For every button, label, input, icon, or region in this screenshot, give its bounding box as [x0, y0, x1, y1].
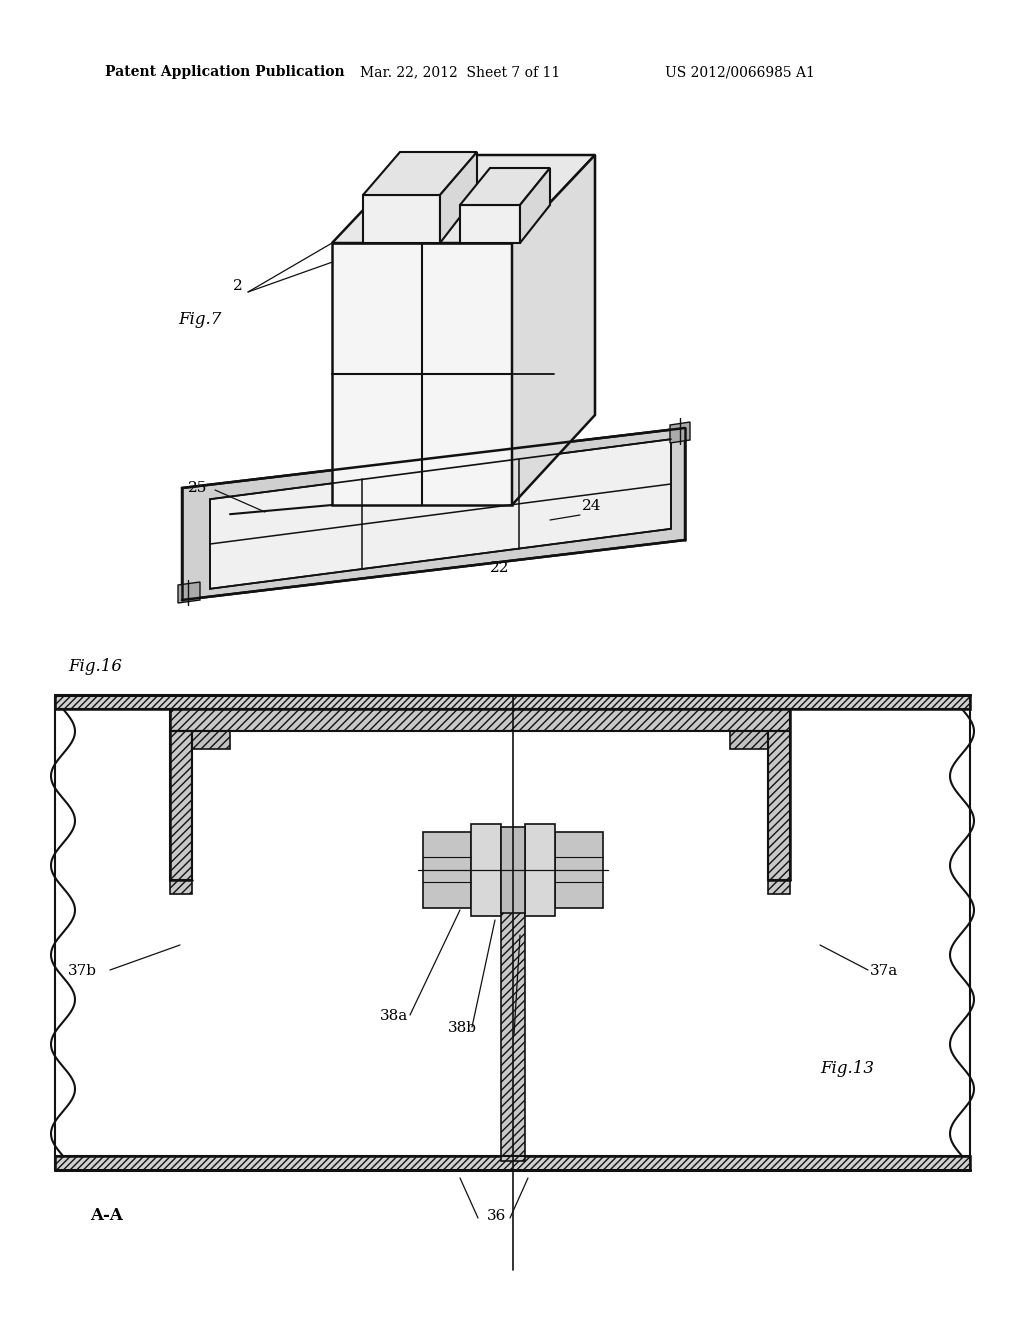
Text: Patent Application Publication: Patent Application Publication — [105, 65, 345, 79]
Text: 2: 2 — [233, 279, 243, 293]
Polygon shape — [440, 152, 477, 243]
Polygon shape — [193, 731, 768, 880]
Polygon shape — [460, 168, 550, 205]
Text: 25: 25 — [188, 480, 208, 495]
Text: 38b: 38b — [449, 1020, 477, 1035]
Polygon shape — [670, 422, 690, 444]
Text: 24: 24 — [582, 499, 601, 513]
Polygon shape — [362, 195, 440, 243]
Polygon shape — [170, 731, 193, 880]
Polygon shape — [501, 850, 524, 1162]
Polygon shape — [178, 582, 200, 603]
Text: Mar. 22, 2012  Sheet 7 of 11: Mar. 22, 2012 Sheet 7 of 11 — [360, 65, 560, 79]
Text: Fig.16: Fig.16 — [68, 657, 122, 675]
Polygon shape — [470, 824, 501, 916]
Text: 39: 39 — [502, 1030, 521, 1043]
Text: Fig.13: Fig.13 — [820, 1060, 874, 1077]
Polygon shape — [512, 154, 595, 506]
Polygon shape — [182, 428, 685, 601]
Text: Fig.7: Fig.7 — [178, 312, 221, 329]
Polygon shape — [170, 709, 790, 731]
Polygon shape — [332, 243, 512, 506]
Polygon shape — [55, 696, 970, 709]
Polygon shape — [730, 731, 768, 748]
Polygon shape — [55, 709, 970, 1156]
Polygon shape — [362, 152, 477, 195]
Polygon shape — [332, 154, 595, 243]
Polygon shape — [555, 832, 602, 908]
Text: US 2012/0066985 A1: US 2012/0066985 A1 — [665, 65, 815, 79]
Polygon shape — [768, 731, 790, 880]
Polygon shape — [460, 205, 520, 243]
Text: 36: 36 — [487, 1209, 507, 1224]
Text: A-A: A-A — [90, 1206, 123, 1224]
Polygon shape — [520, 168, 550, 243]
Polygon shape — [501, 828, 524, 913]
Text: 37b: 37b — [68, 964, 97, 978]
Polygon shape — [768, 880, 790, 894]
Polygon shape — [170, 880, 193, 894]
Text: 38a: 38a — [380, 1008, 409, 1023]
Text: 22: 22 — [490, 561, 510, 576]
Polygon shape — [193, 731, 230, 748]
Polygon shape — [55, 1156, 970, 1170]
Polygon shape — [423, 832, 470, 908]
Text: 37a: 37a — [870, 964, 898, 978]
Polygon shape — [210, 440, 671, 589]
Polygon shape — [524, 824, 555, 916]
